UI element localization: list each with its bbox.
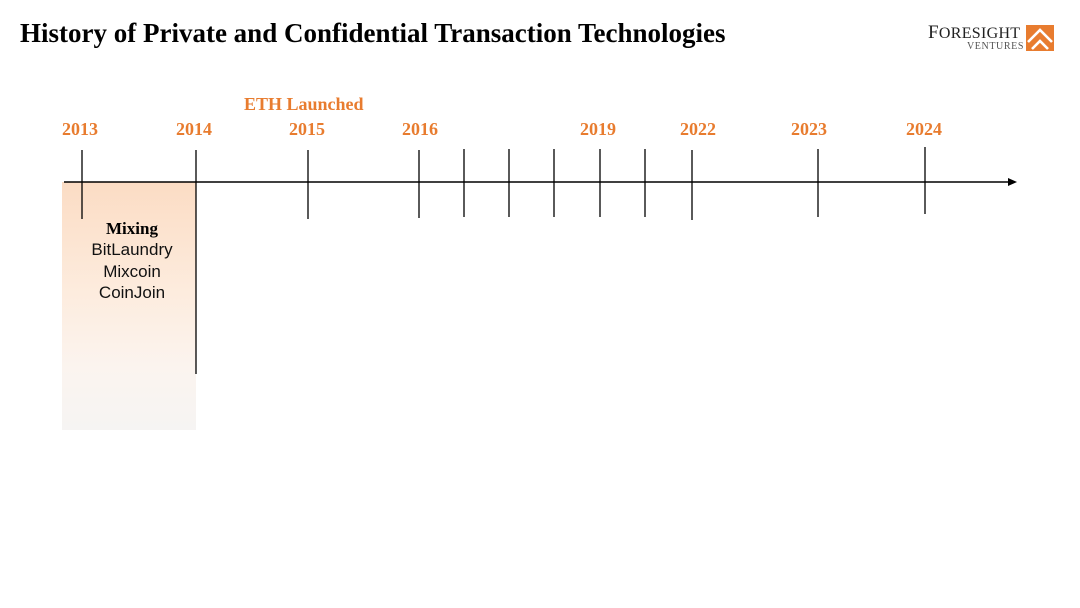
foresight-ventures-logo: FORESIGHT VENTURES (928, 22, 1058, 56)
year-label-2015: 2015 (289, 119, 325, 139)
timeline-arrowhead (1008, 178, 1017, 186)
logo-wordmark: FORESIGHT (928, 22, 1021, 43)
year-label-2024: 2024 (906, 119, 942, 139)
mixing-item-mixcoin: Mixcoin (103, 261, 161, 281)
mixing-section: Mixing BitLaundry Mixcoin CoinJoin (62, 218, 202, 304)
year-label-2023: 2023 (791, 119, 827, 139)
year-label-2014: 2014 (176, 119, 212, 139)
logo-subtitle: VENTURES (966, 41, 1024, 52)
year-label-2022: 2022 (680, 119, 716, 139)
eth-launched-label: ETH Launched (244, 94, 364, 114)
year-label-2019: 2019 (580, 119, 616, 139)
year-label-2016: 2016 (402, 119, 438, 139)
year-label-2013: 2013 (62, 119, 98, 139)
mixing-heading: Mixing (106, 219, 158, 238)
mixing-item-bitlaundry: BitLaundry (91, 240, 173, 259)
slide-title: History of Private and Confidential Tran… (20, 18, 726, 48)
mixing-item-coinjoin: CoinJoin (98, 283, 166, 302)
logo-roof-icon (1026, 25, 1054, 51)
mixing-era-highlight (62, 182, 196, 430)
